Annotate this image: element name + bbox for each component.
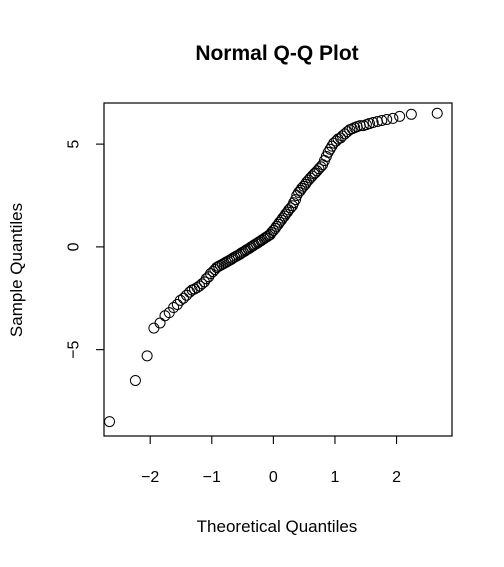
data-point <box>261 231 273 243</box>
x-tick-label: 1 <box>331 469 340 486</box>
data-point <box>335 132 347 144</box>
data-point <box>104 416 116 428</box>
data-point <box>367 117 379 129</box>
x-tick-label: −2 <box>141 469 159 486</box>
data-point <box>205 268 217 280</box>
y-tick-label: 5 <box>66 140 83 149</box>
data-point <box>301 176 313 188</box>
data-point <box>431 107 443 119</box>
data-point <box>141 350 153 362</box>
data-point <box>288 197 300 209</box>
data-point <box>168 302 180 314</box>
chart-title: Normal Q-Q Plot <box>195 42 358 65</box>
data-point <box>394 110 406 122</box>
data-point <box>405 108 417 120</box>
x-tick-label: 2 <box>392 469 401 486</box>
plot-frame <box>103 102 453 437</box>
data-point <box>311 165 323 177</box>
data-point <box>387 112 399 124</box>
data-point <box>315 161 327 173</box>
data-point <box>154 317 166 329</box>
y-tick-label: 0 <box>66 242 83 251</box>
data-point <box>324 143 336 155</box>
data-point <box>209 264 221 275</box>
data-point <box>376 114 388 126</box>
y-axis: −5 0 5 <box>66 140 105 359</box>
data-point <box>148 322 160 334</box>
data-point <box>290 194 302 206</box>
points-group <box>104 107 443 428</box>
data-point <box>177 292 189 304</box>
data-point <box>129 375 141 386</box>
x-axis: −2 −1 0 1 2 <box>141 435 401 486</box>
data-point <box>302 174 314 186</box>
x-axis-label: Theoretical Quantiles <box>197 517 358 536</box>
y-axis-label: Sample Quantiles <box>7 203 26 337</box>
data-point <box>322 146 334 158</box>
data-point <box>309 167 321 179</box>
x-tick-label: 0 <box>269 469 278 486</box>
x-tick-label: −1 <box>203 469 221 486</box>
data-point <box>313 163 325 175</box>
data-point <box>381 113 393 125</box>
y-tick-label: −5 <box>66 340 83 358</box>
